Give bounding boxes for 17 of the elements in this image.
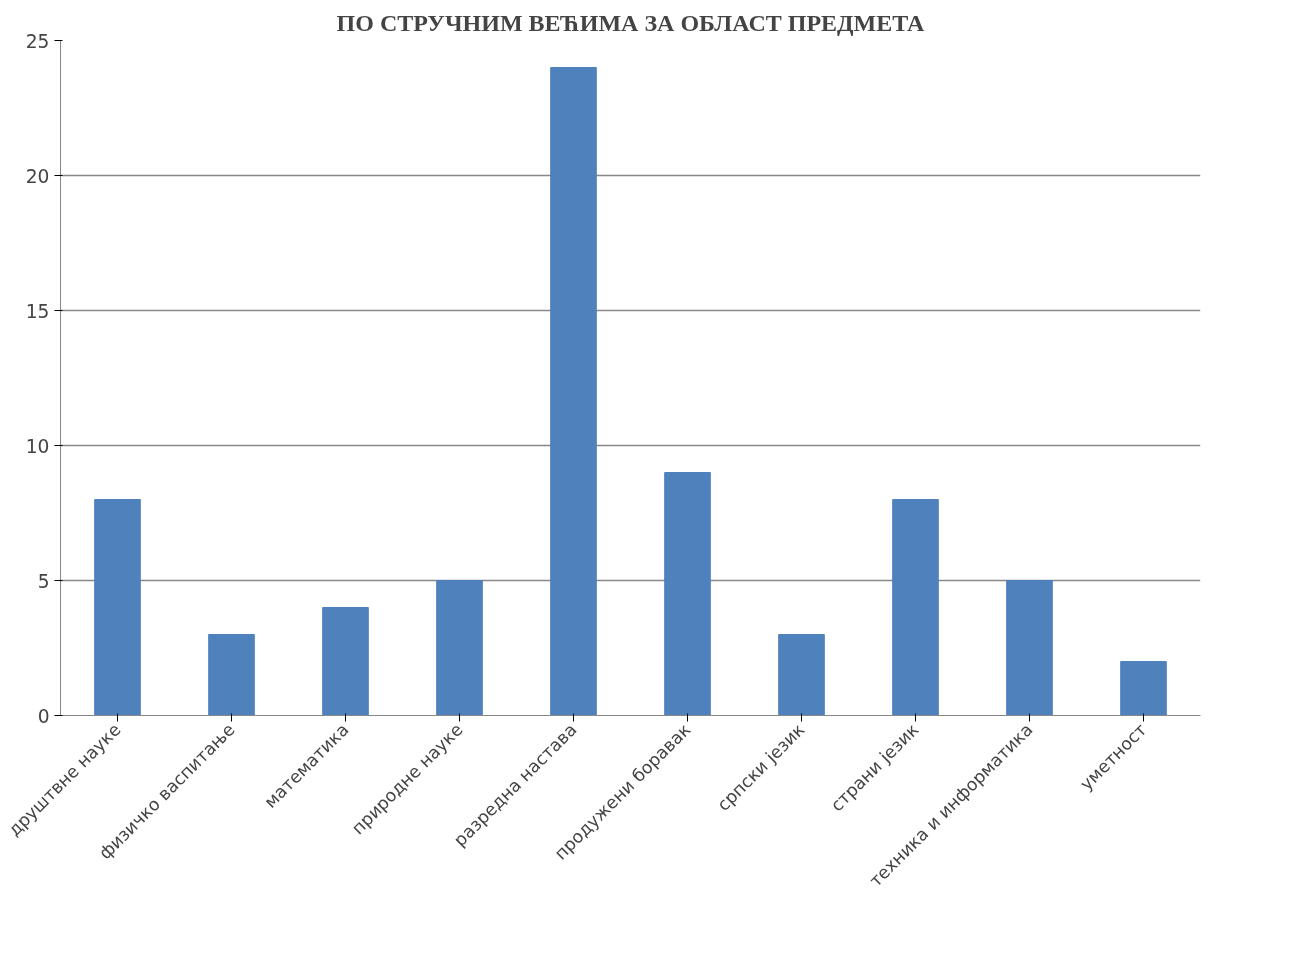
bar <box>664 472 711 716</box>
bar <box>1120 661 1167 716</box>
y-tick-label: 0 <box>37 705 50 727</box>
bar <box>94 499 141 716</box>
bar <box>322 607 369 716</box>
bar <box>550 67 597 716</box>
y-tick-label: 10 <box>25 435 50 457</box>
bar <box>436 580 483 716</box>
chart-title: ПО СТРУЧНИМ ВЕЋИМА ЗА ОБЛАСТ ПРЕДМЕТА <box>336 9 926 36</box>
y-tick-label: 5 <box>37 570 50 592</box>
y-tick-label: 25 <box>25 30 50 52</box>
bar <box>208 634 255 716</box>
bar <box>892 499 939 716</box>
y-tick-label: 15 <box>25 300 50 322</box>
bar <box>778 634 825 716</box>
y-tick-label: 20 <box>25 165 50 187</box>
bar <box>1006 580 1053 716</box>
